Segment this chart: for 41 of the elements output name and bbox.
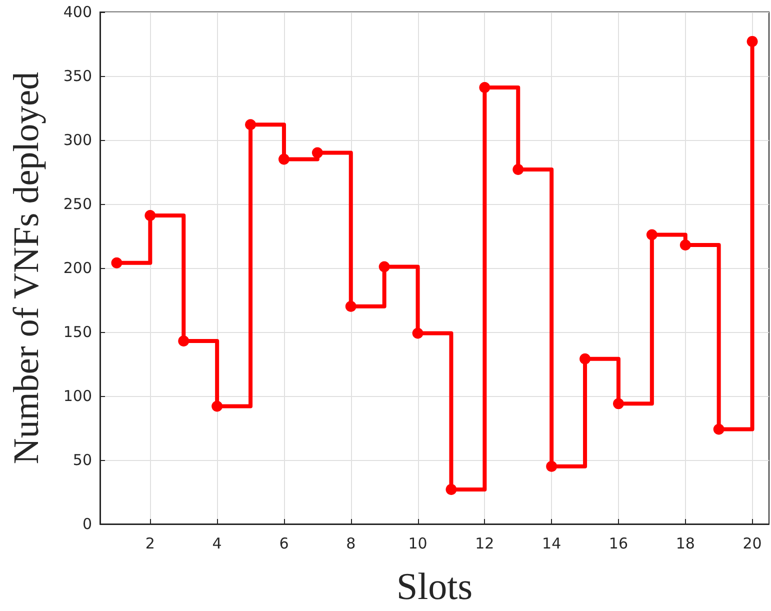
point (378, 261, 390, 272)
y-tick-label: 400 (63, 3, 92, 21)
point (144, 210, 156, 222)
y-tick-label: 0 (82, 515, 92, 533)
point (111, 257, 122, 268)
x-tick-label: 16 (608, 534, 628, 552)
x-tick-label: 18 (676, 534, 695, 552)
point (312, 147, 323, 158)
point (178, 335, 190, 346)
point (345, 300, 356, 312)
y-tick-label: 150 (63, 323, 92, 341)
x-axis-title: Slots (396, 566, 473, 608)
x-tick-label: 2 (145, 534, 155, 552)
x-tick-label: 20 (742, 534, 762, 552)
point (512, 164, 524, 175)
y-axis-title: Number of VNFs deployed (6, 72, 46, 464)
y-tick-label: 200 (63, 259, 92, 277)
point (612, 398, 624, 410)
point (546, 460, 558, 472)
point (245, 119, 256, 130)
y-tick-label: 100 (63, 387, 92, 405)
point (479, 82, 490, 94)
x-tick-label: 6 (279, 534, 289, 552)
point (680, 239, 691, 250)
y-tick-label: 300 (63, 131, 92, 149)
point (713, 424, 724, 435)
point (446, 484, 457, 495)
point (212, 400, 223, 412)
y-tick-label: 50 (72, 451, 92, 469)
x-tick-label: 14 (542, 534, 562, 552)
x-tick-label: 10 (408, 534, 428, 552)
point (646, 229, 658, 240)
point (278, 154, 290, 165)
point (580, 353, 591, 364)
point (746, 36, 758, 47)
x-tick-label: 8 (346, 534, 356, 552)
x-tick-label: 4 (212, 534, 222, 552)
x-tick-label: 12 (475, 534, 494, 552)
point (412, 328, 424, 339)
y-tick-label: 250 (63, 195, 92, 213)
y-tick-label: 350 (63, 67, 92, 85)
